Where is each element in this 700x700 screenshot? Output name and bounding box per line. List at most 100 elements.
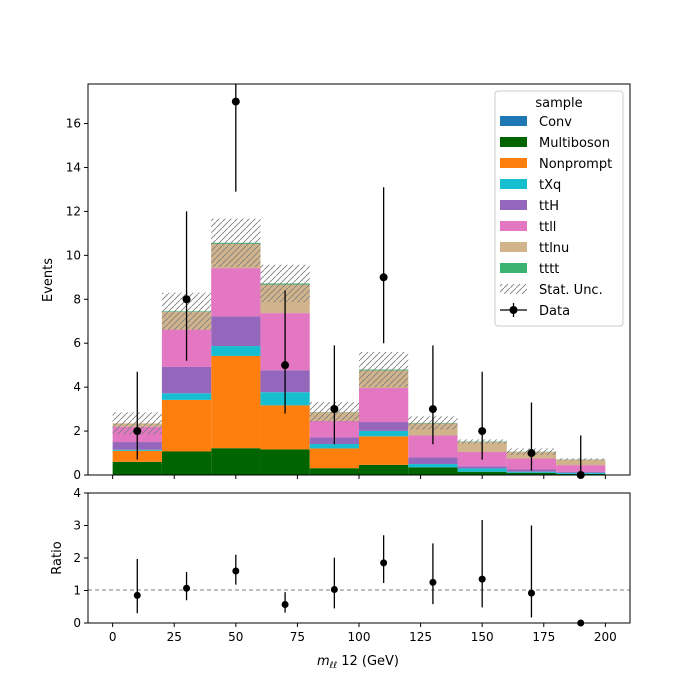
y-axis-label: Events [41, 258, 56, 302]
bar-multiboson-1 [161, 451, 212, 475]
data-point-2 [231, 97, 240, 106]
bar-nonprompt-1 [161, 399, 212, 452]
ratio-point-8 [527, 589, 535, 597]
ratio-point-7 [478, 575, 486, 583]
bar-nonprompt-4 [309, 448, 359, 469]
main-y-tick-label-4: 8 [73, 292, 81, 306]
ratio-y-tick-label-0: 0 [73, 616, 81, 630]
bar-txq-7 [457, 468, 507, 472]
legend-data-marker [509, 306, 518, 314]
legend-swatch-conv [500, 116, 527, 126]
main-y-tick-label-5: 10 [66, 248, 81, 262]
bar-multiboson-7 [457, 471, 507, 475]
bar-tth-6 [408, 457, 458, 465]
bar-tth-7 [457, 466, 507, 469]
bar-tth-5 [359, 422, 409, 431]
main-y-tick-label-0: 0 [73, 468, 81, 482]
x-tick-label-1: 25 [167, 630, 182, 644]
bar-multiboson-3 [260, 449, 310, 475]
data-point-7 [478, 427, 487, 436]
legend-label-txq: tXq [539, 178, 561, 193]
legend-label-nonprompt: Nonprompt [539, 157, 612, 172]
bar-txq-5 [359, 430, 409, 437]
ratio-point-5 [380, 559, 388, 567]
bar-nonprompt-2 [211, 355, 261, 449]
main-x-ticks [112, 475, 606, 479]
ratio-y-ticks: 0 1 2 3 4 [73, 486, 88, 630]
legend-swatch-tttt [500, 263, 527, 273]
legend-label-tth: ttH [539, 199, 559, 214]
x-tick-label-7: 175 [532, 630, 555, 644]
main-panel: 0 2 4 6 8 10 12 14 16 Events [41, 83, 631, 482]
ratio-y-axis-label: Ratio [50, 541, 65, 574]
x-tick-label-2: 50 [228, 630, 243, 644]
data-point-5 [379, 273, 388, 282]
bar-multiboson-0 [112, 461, 162, 475]
ratio-y-tick-label-1: 1 [73, 584, 81, 598]
x-tick-label-0: 0 [109, 630, 117, 644]
main-y-tick-label-2: 4 [73, 380, 81, 394]
main-y-ticks: 0 2 4 6 8 10 12 14 16 [66, 117, 88, 482]
stat-unc-band-2 [211, 218, 261, 267]
bar-multiboson-4 [309, 468, 359, 475]
legend-swatch-stat-unc [500, 284, 527, 294]
legend-title: sample [535, 96, 582, 111]
bar-txq-1 [161, 393, 212, 400]
bar-multiboson-2 [211, 448, 261, 475]
legend-label-ttlnu: ttlnu [539, 241, 569, 256]
main-y-tick-label-7: 14 [66, 160, 81, 174]
data-point-0 [133, 427, 142, 436]
data-points [133, 84, 585, 479]
bar-txq-8 [506, 471, 557, 473]
data-point-6 [428, 405, 437, 414]
legend-swatch-tth [500, 200, 527, 210]
data-point-4 [330, 405, 339, 414]
ratio-y-tick-label-2: 2 [73, 551, 81, 565]
bar-multiboson-5 [359, 464, 409, 475]
bar-txq-2 [211, 346, 261, 356]
bar-nonprompt-5 [359, 436, 409, 465]
bar-ttll-2 [211, 268, 261, 317]
bar-multiboson-8 [506, 472, 557, 475]
legend-swatch-ttll [500, 221, 527, 231]
legend-swatch-ttlnu [500, 242, 527, 252]
stat-uncertainty-bands [112, 218, 606, 461]
x-tick-label-8: 200 [594, 630, 617, 644]
bar-txq-4 [309, 444, 359, 449]
x-tick-label-4: 100 [348, 630, 371, 644]
ratio-y-tick-label-3: 3 [73, 519, 81, 533]
x-tick-label-6: 150 [471, 630, 494, 644]
ratio-point-4 [330, 586, 338, 594]
legend-label-ttll: ttll [539, 220, 556, 235]
ratio-panel: 0 25 50 75 100 125 150 175 200 0 1 2 3 4 Ratio mℓℓ 1… [50, 486, 631, 671]
data-point-8 [527, 449, 536, 458]
bar-tth-2 [211, 316, 261, 347]
legend-swatch-multiboson [500, 137, 527, 147]
legend-label-multiboson: Multiboson [539, 136, 610, 151]
stat-unc-band-5 [359, 351, 409, 388]
ratio-points [133, 519, 585, 627]
x-tick-label-3: 75 [290, 630, 305, 644]
legend-swatch-txq [500, 179, 527, 189]
x-axis-label: mℓℓ 12 (GeV) [317, 654, 399, 671]
legend-label-stat-unc: Stat. Unc. [539, 283, 603, 298]
ratio-y-tick-label-4: 4 [73, 486, 81, 500]
legend-label-conv: Conv [539, 115, 572, 130]
ratio-point-0 [133, 591, 141, 599]
x-tick-label-5: 125 [409, 630, 432, 644]
bar-multiboson-6 [408, 467, 458, 475]
bar-tth-1 [161, 366, 212, 394]
main-y-tick-label-1: 2 [73, 424, 81, 438]
bar-ttll-5 [359, 388, 409, 423]
legend-label-tttt: tttt [539, 262, 559, 277]
ratio-point-1 [183, 584, 191, 592]
ratio-point-2 [232, 567, 240, 575]
main-y-tick-label-3: 6 [73, 336, 81, 350]
legend-swatch-nonprompt [500, 158, 527, 168]
legend-label-data: Data [539, 304, 570, 319]
data-point-3 [281, 361, 290, 370]
main-y-tick-label-8: 16 [66, 117, 81, 131]
data-point-1 [182, 295, 191, 304]
ratio-point-3 [281, 600, 289, 608]
